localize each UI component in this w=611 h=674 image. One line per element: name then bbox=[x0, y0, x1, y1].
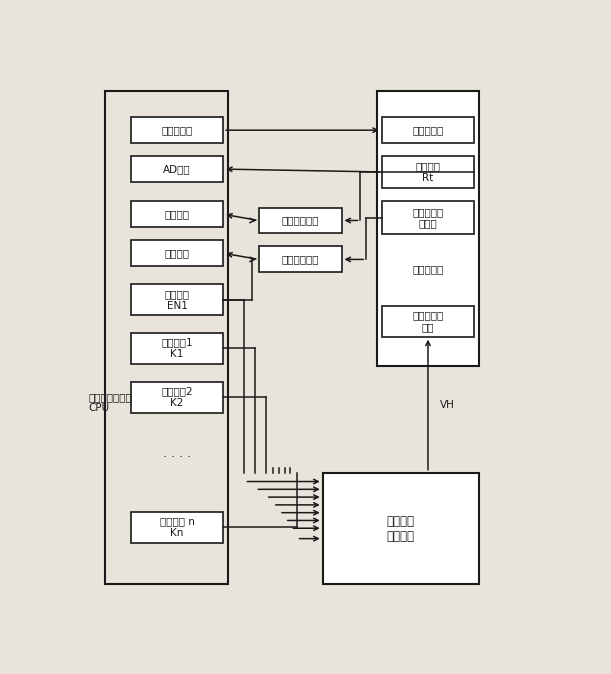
Bar bbox=[382, 305, 474, 337]
Bar bbox=[258, 247, 342, 272]
Text: 反射式光电
侦测器: 反射式光电 侦测器 bbox=[412, 207, 444, 228]
Bar bbox=[131, 382, 223, 413]
Bar bbox=[105, 91, 228, 584]
Bar bbox=[258, 208, 342, 233]
Bar bbox=[131, 156, 223, 182]
Text: · · · ·: · · · · bbox=[163, 451, 191, 464]
Text: 高温显示: 高温显示 bbox=[164, 209, 189, 219]
Text: 使能信号
EN1: 使能信号 EN1 bbox=[164, 289, 189, 311]
Bar bbox=[131, 202, 223, 227]
Text: 热敏电阻
Rt: 热敏电阻 Rt bbox=[415, 161, 441, 183]
Text: AD单元: AD单元 bbox=[163, 164, 191, 174]
Bar bbox=[131, 240, 223, 266]
Bar bbox=[382, 156, 474, 188]
Text: 缺纸显示: 缺纸显示 bbox=[164, 248, 189, 258]
Text: 数据输出端: 数据输出端 bbox=[161, 125, 192, 135]
Bar bbox=[131, 117, 223, 143]
Bar bbox=[382, 117, 474, 143]
Text: 控制信号 n
Kn: 控制信号 n Kn bbox=[159, 516, 194, 538]
Text: 加热电压输
入端: 加热电压输 入端 bbox=[412, 310, 444, 332]
Text: 缺纸检测电路: 缺纸检测电路 bbox=[282, 254, 319, 264]
Bar bbox=[377, 91, 479, 366]
Text: VH: VH bbox=[440, 400, 455, 410]
Bar bbox=[382, 202, 474, 234]
Text: 打印机控制电路
CPU: 打印机控制电路 CPU bbox=[88, 392, 132, 413]
Text: 控制信号1
K1: 控制信号1 K1 bbox=[161, 338, 193, 359]
Text: 过热保护电路: 过热保护电路 bbox=[282, 216, 319, 226]
Text: 数据输入端: 数据输入端 bbox=[412, 125, 444, 135]
Bar bbox=[131, 332, 223, 364]
Bar bbox=[131, 512, 223, 543]
Text: 加热电压
生成电路: 加热电压 生成电路 bbox=[387, 514, 415, 543]
Bar bbox=[323, 472, 479, 584]
Text: 控制信号2
K2: 控制信号2 K2 bbox=[161, 387, 193, 408]
Text: 热敏打印头: 热敏打印头 bbox=[412, 264, 444, 274]
Bar bbox=[131, 284, 223, 315]
